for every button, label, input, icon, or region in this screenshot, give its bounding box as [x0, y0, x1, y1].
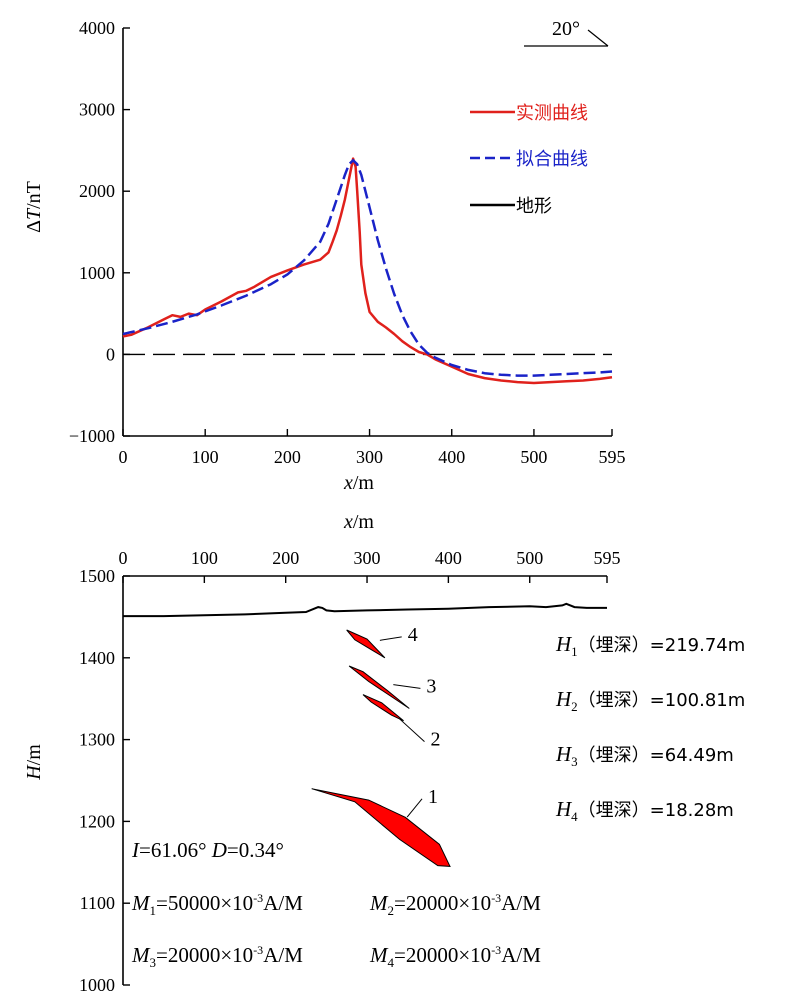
magnetic-body-shape	[362, 694, 404, 722]
inclination-declination: I=61.06° D=0.34°	[131, 838, 284, 862]
body-leader-line	[393, 684, 421, 689]
burial-depth-4: H4（埋深）=18.28m	[555, 797, 734, 824]
magnetic-bodies: 1 2 3 4	[311, 624, 451, 867]
y-tick-label: 1200	[79, 811, 115, 831]
legend-label-fitted: 拟合曲线	[516, 149, 588, 170]
y-tick-label: 4000	[79, 18, 115, 38]
legend-label-terrain: 地形	[516, 196, 552, 217]
body-label: 2	[430, 729, 440, 751]
y-tick-label: 2000	[79, 181, 115, 201]
y-axis-label: ΔT/nT	[23, 181, 45, 233]
legend-item-terrain: 地形	[470, 196, 552, 217]
y-tick-label: 1000	[79, 975, 115, 995]
series-lines	[122, 157, 613, 385]
y-tick-label: 1500	[79, 566, 115, 586]
body-label: 4	[408, 624, 418, 646]
y-tick-label: −1000	[69, 426, 115, 446]
y-tick-label: 1000	[79, 263, 115, 283]
x-tick-label: 500	[520, 447, 547, 467]
burial-depth-list: H1（埋深）=219.74m H2（埋深）=100.81m H3（埋深）=64.49…	[555, 632, 745, 824]
y-tick-label: 3000	[79, 100, 115, 120]
magnetic-body-shape	[348, 665, 410, 709]
x-ticks: 0 100 200 300 400 500 595	[119, 429, 626, 467]
y-axis-label: H/m	[23, 744, 45, 781]
body-leader-line	[398, 718, 425, 742]
x-ticks: 0 100 200 300 400 500 595	[119, 548, 621, 583]
y-tick-label: 1100	[80, 893, 115, 913]
series-line-measured	[122, 157, 613, 385]
magnetic-body-shape	[346, 629, 386, 659]
magnetization-2: M2=20000×10-3A/M	[369, 891, 541, 918]
dip-angle-mark: 20°	[524, 18, 609, 47]
x-tick-label: 0	[119, 447, 128, 467]
x-tick-label: 200	[274, 447, 301, 467]
inversion-section-diagram: 1500 1400 1300 1200 1100 1000 0 100 200 300 400 50…	[23, 511, 745, 995]
magnetic-body-3: 3	[348, 665, 436, 709]
magnetization-4: M4=20000×10-3A/M	[369, 943, 541, 970]
x-tick-label: 400	[438, 447, 465, 467]
magnetic-body-2: 2	[362, 694, 440, 751]
legend-label-measured: 实测曲线	[516, 103, 588, 124]
magnetization-1: M1=50000×10-3A/M	[131, 891, 303, 918]
magnetic-body-4: 4	[346, 624, 418, 659]
x-tick-label: 100	[192, 447, 219, 467]
x-tick-label: 0	[119, 548, 128, 568]
body-label: 3	[426, 675, 436, 697]
magnetic-body-shape	[311, 788, 451, 867]
x-tick-label: 595	[594, 548, 621, 568]
x-axis-label: x/m	[343, 472, 374, 494]
y-ticks: 1500 1400 1300 1200 1100 1000	[79, 566, 130, 995]
body-leader-line	[406, 798, 423, 818]
series-line-fitted	[122, 158, 613, 377]
y-tick-label: 1400	[79, 648, 115, 668]
x-tick-label: 100	[191, 548, 218, 568]
burial-depth-1: H1（埋深）=219.74m	[555, 632, 745, 659]
x-axis-label: x/m	[343, 511, 374, 533]
magnetic-body-1: 1	[311, 786, 451, 867]
y-ticks: 4000 3000 2000 1000 0 −1000	[69, 18, 130, 446]
dip-angle-label: 20°	[552, 18, 580, 40]
dip-angle-slope	[587, 29, 609, 47]
x-tick-label: 300	[354, 548, 381, 568]
y-tick-label: 0	[106, 344, 115, 364]
x-tick-label: 500	[516, 548, 543, 568]
burial-depth-3: H3（埋深）=64.49m	[555, 742, 734, 769]
magnetization-list: M1=50000×10-3A/M M2=20000×10-3A/M M3=20000…	[131, 891, 541, 970]
legend: 实测曲线 拟合曲线 地形	[470, 103, 588, 217]
x-tick-label: 595	[599, 447, 626, 467]
x-tick-label: 400	[435, 548, 462, 568]
terrain-line	[123, 602, 607, 618]
legend-item-measured: 实测曲线	[470, 103, 588, 124]
burial-depth-2: H2（埋深）=100.81m	[555, 687, 745, 714]
x-tick-label: 200	[272, 548, 299, 568]
y-tick-label: 1300	[79, 730, 115, 750]
magnetization-3: M3=20000×10-3A/M	[131, 943, 303, 970]
body-leader-line	[379, 636, 402, 641]
x-tick-label: 300	[356, 447, 383, 467]
legend-item-fitted: 拟合曲线	[470, 149, 588, 170]
body-label: 1	[428, 786, 438, 808]
